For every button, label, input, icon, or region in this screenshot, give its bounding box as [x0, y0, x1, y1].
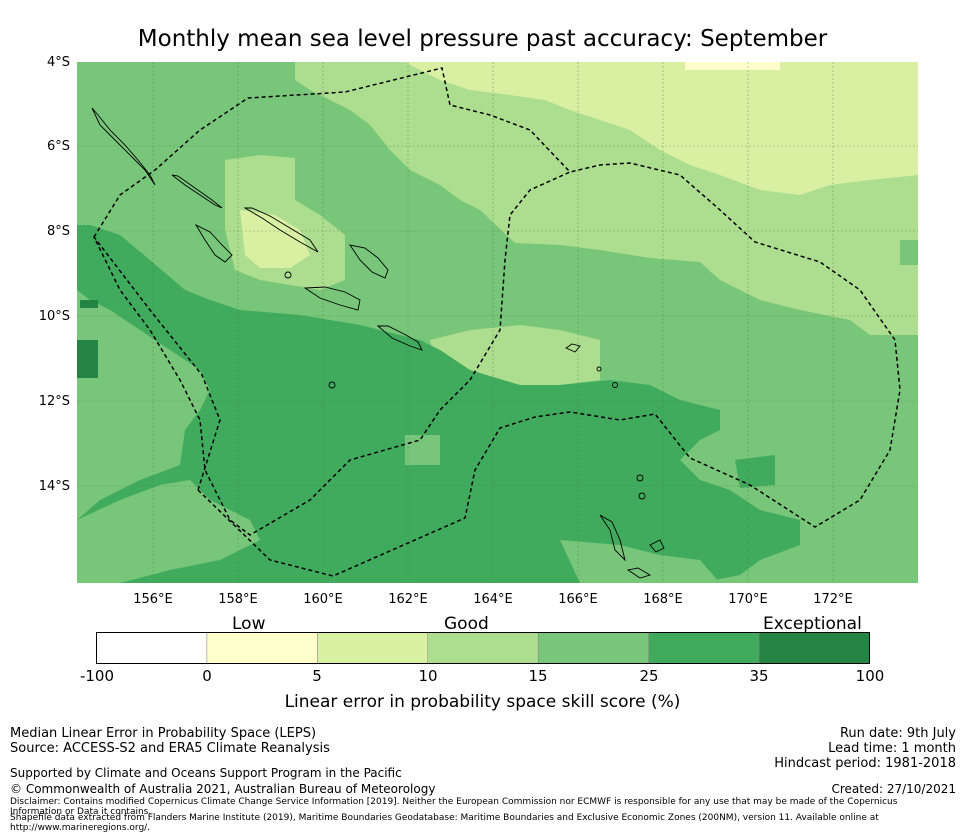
gaua-island: [638, 492, 646, 500]
skill-zone-35-plus-a: [77, 340, 98, 378]
footer-lead-time: Lead time: 1 month: [828, 741, 956, 756]
colorbar-segment: [206, 632, 318, 664]
colorbar-tick: 5: [312, 667, 322, 685]
colorbar: [96, 632, 870, 664]
footer-shapefile: Shapefile data extracted from Flanders M…: [10, 813, 879, 833]
skill-zone-25-35-east: [735, 455, 775, 488]
skill-zone-5-10-solomons: [240, 210, 310, 268]
colorbar-tick: 10: [418, 667, 438, 685]
skill-zone-15-25-south3: [560, 540, 720, 583]
lat-label-10s: 10°S: [38, 309, 70, 324]
makira-island: [376, 325, 423, 351]
eez-boundaries: [93, 67, 901, 577]
lat-label-14s: 14°S: [38, 479, 70, 494]
colorbar-segment: [96, 632, 208, 664]
colorbar-tick: 15: [528, 667, 548, 685]
malakula-island: [649, 539, 665, 553]
footer-created: Created: 27/10/2021: [831, 782, 956, 796]
colorbar-tick: 35: [749, 667, 769, 685]
skill-map: [77, 62, 918, 583]
new-georgia-island: [194, 223, 233, 263]
footer-method: Median Linear Error in Probability Space…: [10, 726, 317, 741]
choiseul-island: [171, 174, 223, 209]
santa-isabel-island: [243, 207, 319, 253]
colorbar-tick: 100: [855, 667, 885, 685]
footer-support: Supported by Climate and Oceans Support …: [10, 766, 402, 780]
footer-source: Source: ACCESS-S2 and ERA5 Climate Reana…: [10, 741, 330, 756]
efate-island: [626, 567, 652, 579]
lon-label-156e: 156°E: [133, 592, 173, 607]
colorbar-label-exceptional: Exceptional: [763, 614, 862, 634]
skill-zone-0-5: [685, 62, 780, 70]
rennell-island: [328, 381, 336, 389]
colorbar-title: Linear error in probability space skill …: [284, 692, 681, 712]
bougainville-island: [91, 107, 156, 186]
colorbar-segment: [317, 632, 429, 664]
small-island-a: [284, 271, 292, 279]
malaita-island: [349, 244, 389, 279]
lon-label-172e: 172°E: [813, 592, 853, 607]
colorbar-segment: [537, 632, 649, 664]
skill-zone-10-15-mid: [430, 325, 600, 385]
lat-label-12s: 12°S: [38, 394, 70, 409]
lon-label-164e: 164°E: [473, 592, 513, 607]
footer-run-date: Run date: 9th July: [839, 726, 956, 741]
footer-disclaimer: Disclaimer: Contains modified Copernicus…: [10, 797, 898, 817]
lat-label-4s: 4°S: [46, 55, 70, 70]
lon-label-160e: 160°E: [303, 592, 343, 607]
colorbar-tick: 0: [202, 667, 212, 685]
lon-label-166e: 166°E: [558, 592, 598, 607]
skill-zone-25-35-west: [77, 225, 800, 583]
eez-vanuatu: [93, 236, 221, 491]
vanua-lava-island: [636, 474, 644, 482]
espiritu-santo-island: [599, 514, 626, 562]
gridlines: [77, 62, 918, 583]
skill-zone-15-25-south2: [405, 435, 440, 465]
colorbar-segment: [427, 632, 539, 664]
tikopia-island: [612, 382, 618, 388]
colorbar-segment: [648, 632, 760, 664]
colorbar-tick: -100: [79, 667, 115, 685]
lon-label-168e: 168°E: [643, 592, 683, 607]
lat-label-6s: 6°S: [46, 139, 70, 154]
santa-cruz-island: [565, 343, 581, 353]
lon-label-170e: 170°E: [728, 592, 768, 607]
footer-hindcast: Hindcast period: 1981-2018: [774, 756, 956, 771]
lon-label-162e: 162°E: [388, 592, 428, 607]
anuta-island: [596, 366, 602, 372]
lat-label-8s: 8°S: [46, 224, 70, 239]
coastlines: [91, 107, 665, 579]
eez-vanuatu-south: [197, 162, 901, 577]
map-title: Monthly mean sea level pressure past acc…: [137, 26, 828, 52]
skill-zone-35-plus-b: [80, 300, 98, 308]
eez-solomon-islands: [93, 67, 572, 536]
colorbar-tick: 25: [639, 667, 659, 685]
lon-label-158e: 158°E: [218, 592, 258, 607]
colorbar-segment: [758, 632, 870, 664]
colorbar-label-low: Low: [232, 614, 266, 634]
skill-zone-5-10-north: [405, 62, 918, 195]
footer-copyright: © Commonwealth of Australia 2021, Austra…: [10, 782, 436, 796]
guadalcanal-island: [303, 286, 361, 311]
colorbar-label-good: Good: [444, 614, 489, 634]
